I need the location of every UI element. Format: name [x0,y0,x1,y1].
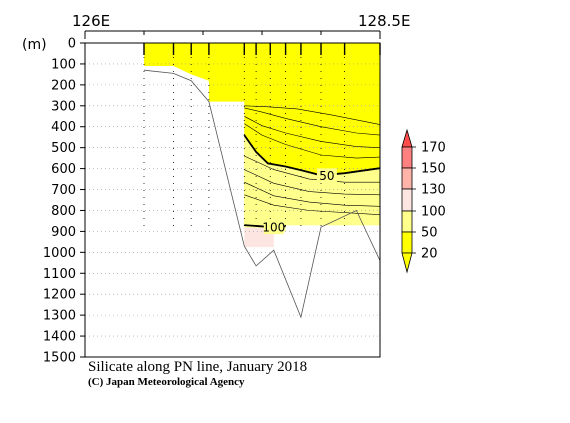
contour-label-bg-0 [316,168,337,183]
y-axis-tick-label-15: 1500 [43,351,76,366]
y-axis-tick-label-3: 300 [51,99,76,114]
y-axis-tick-label-0: 0 [68,37,76,52]
x-axis-left-label: 126E [72,12,110,30]
colorbar-segment-4 [401,210,413,233]
colorbar: 170 150 130 100 50 20 [401,128,446,274]
contour-line-3 [244,123,381,159]
colorbar-label-3: 100 [421,205,446,220]
contour-line-0 [244,105,381,125]
chart-title: Silicate along PN line, January 2018 [88,359,308,375]
y-axis-tick-label-1: 100 [51,57,76,72]
colorbar-segment-6 [401,252,413,274]
y-axis-tick-label-12: 1200 [43,288,76,303]
x-axis-right-label: 128.5E [358,12,410,30]
contour-line-8 [244,194,381,215]
fill-band-50-100-upper [244,135,380,226]
y-axis-tick-label-4: 400 [51,120,76,135]
y-axis-tick-label-5: 500 [51,141,76,156]
y-axis-unit-label: (m) [22,37,47,53]
y-axis-tick-label-14: 1400 [43,330,76,345]
y-axis-tick-label-10: 1000 [43,246,76,261]
y-axis-tick-label-11: 1100 [43,267,76,282]
y-axis-tick-label-7: 700 [51,183,76,198]
y-axis-tick-label-6: 600 [51,162,76,177]
colorbar-label-5: 20 [421,247,438,262]
contour-label-bg-1 [263,220,284,235]
contour-line-6 [244,169,381,196]
colorbar-label-0: 170 [421,141,446,156]
contour-line-2 [244,116,381,148]
colorbar-segment-2 [401,167,413,190]
plot-frame [84,42,381,358]
colorbar-segment-0 [401,128,413,148]
contour-line-5 [244,155,380,183]
axes: 126E 128.5E (m) 0 100 200 300 400 500 600 700 800 90… [22,12,410,366]
y-axis-tick-label-13: 1300 [43,309,76,324]
y-axis-tick-label-2: 200 [51,78,76,93]
colorbar-segment-5 [401,231,413,254]
y-axis-tick-label-9: 900 [51,225,76,240]
y-axis-tick-label-8: 800 [51,204,76,219]
colorbar-label-2: 130 [421,183,446,198]
contour-line-1 [244,107,381,136]
contour-label-0: 50 [319,169,334,183]
seafloor-profile [143,69,381,319]
colorbar-segment-1 [401,146,413,169]
contour-lines [243,105,381,229]
colorbar-label-4: 50 [421,226,438,241]
colorbar-segment-3 [401,188,413,212]
contour-line-4 [243,134,381,177]
contour-labels: 50 100 [262,168,337,235]
copyright-credit: (C) Japan Meteorological Agency [88,376,245,388]
contour-line-7 [244,181,381,207]
contour-label-1: 100 [262,221,285,235]
bottom-topography [143,69,381,319]
colorbar-label-1: 150 [421,162,446,177]
